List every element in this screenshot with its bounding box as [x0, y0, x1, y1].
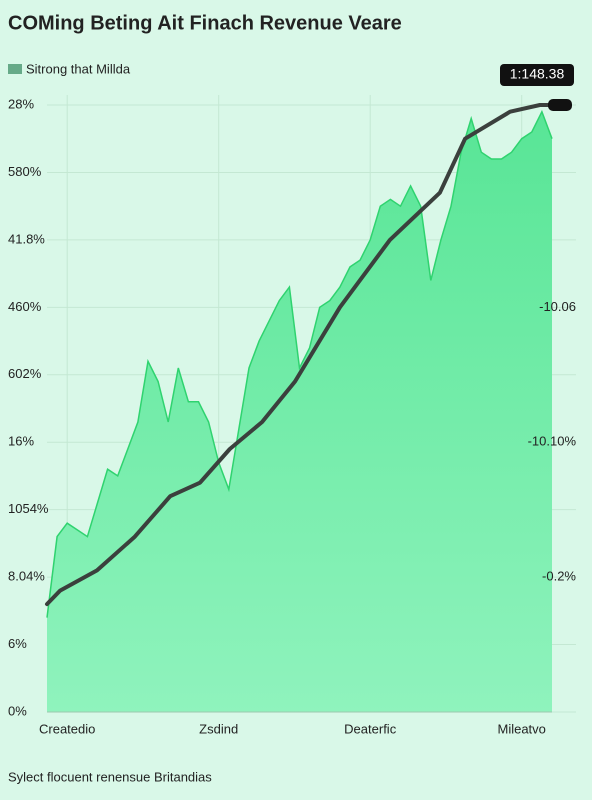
y-tick-label: 6% [8, 636, 27, 651]
y-tick-label: 8.04% [8, 569, 45, 584]
chart-title: COMing Beting Ait Finach Revenue Veare [8, 12, 402, 34]
y2-tick-label: -10.10% [528, 434, 577, 449]
x-tick-label: Deaterfic [344, 721, 397, 736]
plot: 0% 6% 8.04% 1054% 16% 602% 460% 41.8% 580% 28% Cre… [8, 95, 576, 736]
line [45, 103, 554, 607]
y-tick-label: 1054% [8, 501, 49, 516]
annotation: 1:148.38 [510, 66, 565, 82]
y-tick-label: 0% [8, 703, 27, 718]
y-tick-label: 460% [8, 299, 42, 314]
y2-tick-label: -0.2% [542, 569, 576, 584]
x-tick-label: Createdio [39, 721, 95, 736]
y-tick-label: 580% [8, 164, 42, 179]
end-marker [548, 99, 572, 111]
y-tick-label: 602% [8, 366, 42, 381]
annotation-box [500, 64, 574, 86]
y-tick-label: 41.8% [8, 231, 45, 246]
y-tick-label: 28% [8, 96, 34, 111]
footer: Sylect flocuent renensue Britandias [8, 769, 212, 784]
x-tick-label: Mileatvo [497, 721, 545, 736]
subtitle: Sitrong that Millda [26, 61, 131, 76]
y-tick-label: 16% [8, 434, 34, 449]
y2-tick-label: -10.06 [539, 299, 576, 314]
subtitle-icon [8, 64, 22, 74]
area [47, 111, 552, 712]
x-tick-label: Zsdind [199, 721, 238, 736]
area-line [46, 109, 553, 618]
